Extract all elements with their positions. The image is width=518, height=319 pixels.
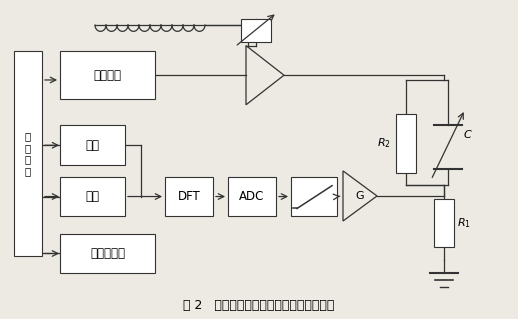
- Bar: [228, 177, 276, 217]
- Bar: [396, 114, 416, 173]
- Text: $R_1$: $R_1$: [457, 216, 471, 230]
- Text: 实部: 实部: [85, 139, 99, 152]
- Bar: [241, 19, 271, 42]
- Text: 温度传感器: 温度传感器: [90, 247, 125, 260]
- Bar: [60, 177, 125, 217]
- Bar: [14, 51, 42, 256]
- Text: $R_2$: $R_2$: [377, 137, 391, 151]
- Bar: [60, 234, 155, 273]
- Bar: [165, 177, 213, 217]
- Text: DFT: DFT: [178, 190, 200, 203]
- Text: 载波发生: 载波发生: [94, 69, 122, 82]
- Bar: [60, 125, 125, 165]
- Text: 图 2   电容式传感器数字化检测接口原理图: 图 2 电容式传感器数字化检测接口原理图: [183, 299, 335, 312]
- Bar: [60, 51, 155, 99]
- Bar: [291, 177, 337, 217]
- Text: $C$: $C$: [463, 129, 473, 140]
- Text: 虚部: 虚部: [85, 190, 99, 203]
- Bar: [434, 199, 454, 247]
- Text: 微
控
制
器: 微 控 制 器: [25, 131, 31, 176]
- Text: G: G: [356, 191, 364, 201]
- Text: ADC: ADC: [239, 190, 265, 203]
